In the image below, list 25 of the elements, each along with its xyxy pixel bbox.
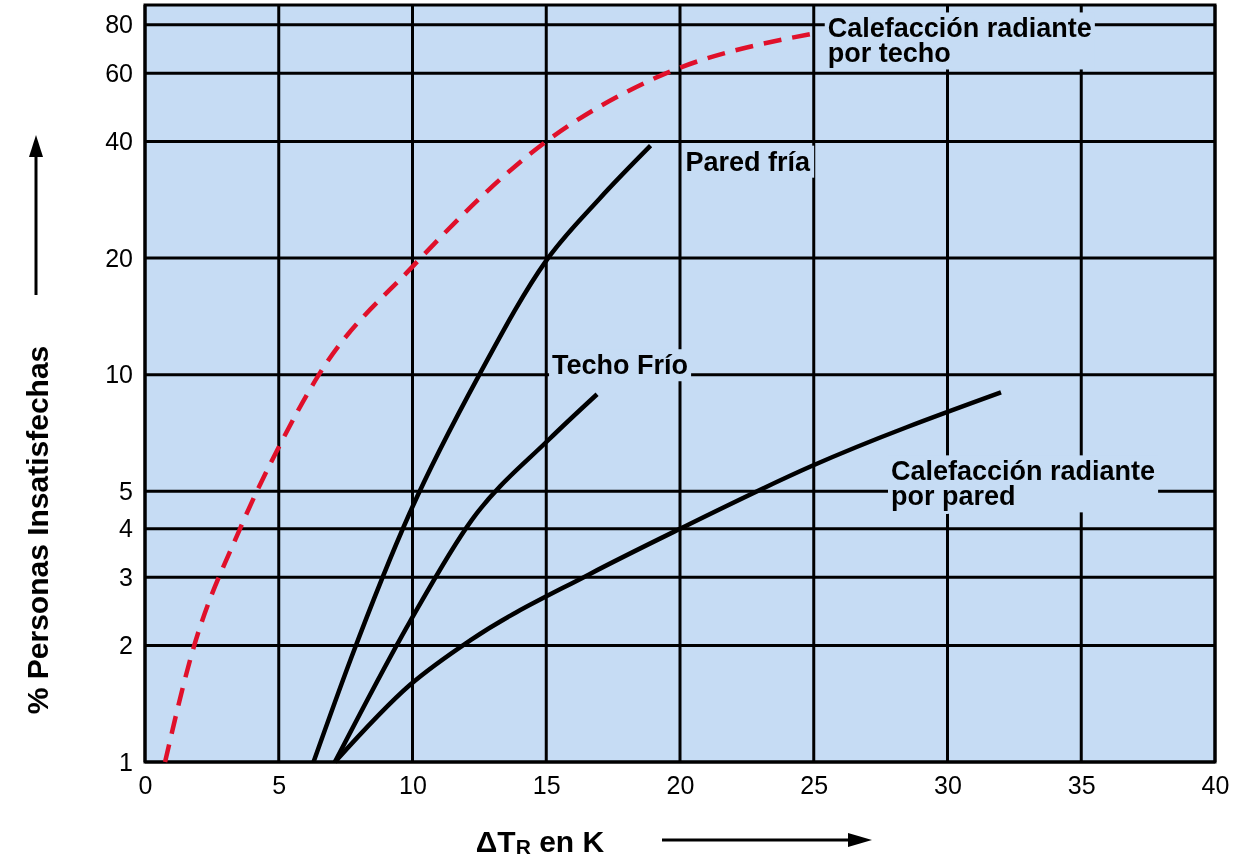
y-tick-label: 20 [105, 243, 133, 272]
x-tick-label: 10 [399, 770, 427, 799]
series-label: Pared fría [685, 146, 812, 177]
y-tick-label: 1 [119, 747, 133, 776]
y-axis-title: % Personas Insatisfechas [21, 345, 54, 715]
y-tick-label: 10 [105, 360, 133, 389]
series-label: Techo Frío [552, 350, 689, 381]
y-tick-label: 2 [119, 630, 133, 659]
x-tick-label: 35 [1067, 770, 1096, 799]
x-tick-label: 30 [934, 770, 962, 799]
y-tick-label: 5 [119, 476, 133, 505]
x-tick-label: 5 [272, 770, 287, 799]
x-tick-label: 25 [800, 770, 829, 799]
x-tick-label: 40 [1201, 770, 1230, 799]
y-tick-label: 40 [105, 126, 133, 155]
x-tick-label: 0 [138, 770, 153, 799]
series-label: Calefacción radiante por techo [827, 13, 1092, 69]
x-tick-label: 20 [666, 770, 695, 799]
y-tick-label: 4 [119, 514, 134, 543]
y-tick-label: 3 [119, 562, 133, 591]
y-tick-label: 80 [105, 10, 133, 39]
x-axis-title: ΔT$_{R}$ en K [475, 825, 605, 858]
y-tick-label: 60 [105, 58, 133, 87]
x-tick-label: 15 [532, 770, 561, 799]
series-label: Calefacción radiante por pared [891, 456, 1156, 512]
